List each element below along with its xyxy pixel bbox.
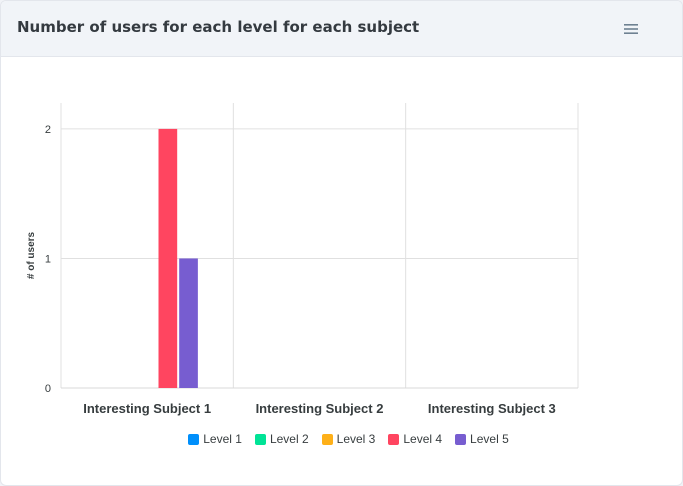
legend-label: Level 4 bbox=[403, 432, 443, 446]
legend-item-level-3[interactable]: Level 3 bbox=[321, 432, 376, 446]
label-layer: 0 1 2 Interesting Subject 1 Interesting Subj… bbox=[26, 124, 556, 416]
x-category-label: Interesting Subject 1 bbox=[83, 401, 211, 416]
legend-item-level-1[interactable]: Level 1 bbox=[188, 432, 242, 446]
legend-marker bbox=[388, 433, 400, 445]
hamburger-menu-icon[interactable] bbox=[621, 19, 641, 39]
legend-marker bbox=[188, 433, 200, 445]
x-category-label: Interesting Subject 2 bbox=[256, 401, 384, 416]
y-tick-label: 2 bbox=[45, 124, 51, 136]
bar-level-5-subject-1 bbox=[179, 258, 198, 388]
x-category-label: Interesting Subject 3 bbox=[428, 401, 556, 416]
card-title: Number of users for each level for each … bbox=[17, 18, 420, 36]
card-header: Number of users for each level for each … bbox=[1, 1, 682, 57]
legend-label: Level 2 bbox=[269, 432, 309, 446]
grid-layer bbox=[60, 103, 579, 389]
bar-level-4-subject-1 bbox=[158, 128, 178, 388]
y-tick-label: 1 bbox=[45, 253, 51, 265]
y-axis-title: # of users bbox=[26, 231, 37, 279]
chart-legend: Level 1 Level 2 Level 3 Level 4 Level 5 bbox=[1, 432, 682, 446]
legend-label: Level 1 bbox=[203, 432, 242, 446]
legend-item-level-4[interactable]: Level 4 bbox=[388, 432, 442, 446]
y-tick-label: 0 bbox=[45, 383, 51, 395]
legend-label: Level 3 bbox=[336, 432, 376, 446]
legend-item-level-5[interactable]: Level 5 bbox=[455, 432, 509, 446]
legend-marker bbox=[321, 433, 333, 445]
legend-marker bbox=[254, 433, 266, 445]
legend-label: Level 5 bbox=[470, 432, 509, 446]
legend-marker bbox=[455, 433, 467, 445]
hamburger-menu-glyph bbox=[624, 24, 638, 34]
legend-item-level-2[interactable]: Level 2 bbox=[254, 432, 309, 446]
bar-layer bbox=[158, 128, 198, 388]
bar-chart: 0 1 2 Interesting Subject 1 Interesting Subj… bbox=[26, 103, 579, 416]
